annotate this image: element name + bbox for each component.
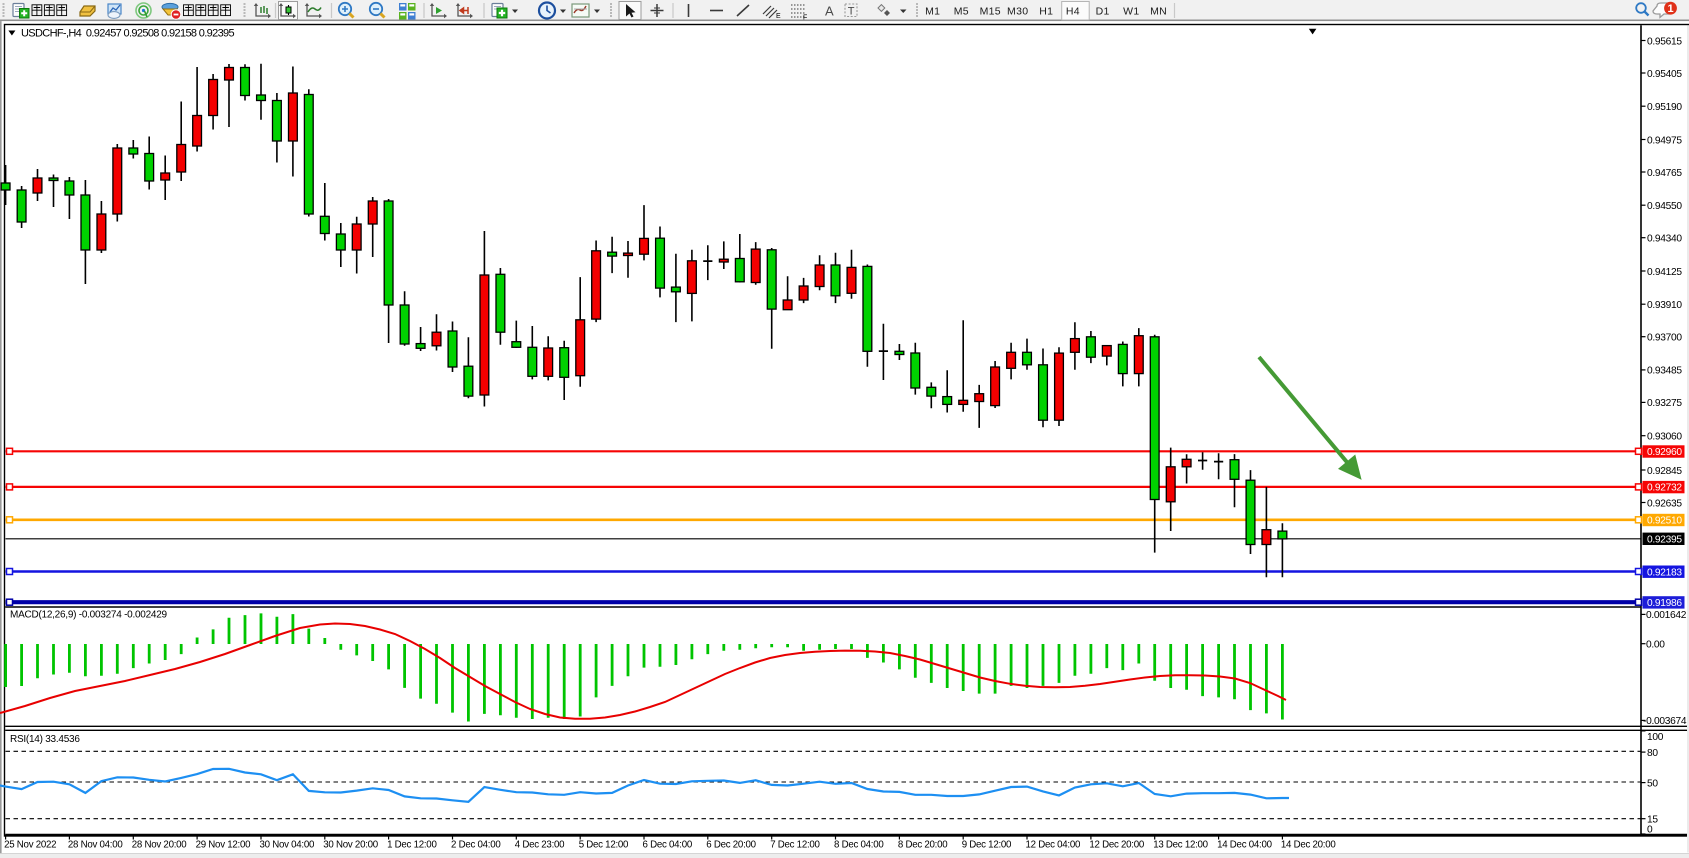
svg-text:A: A [825,4,834,19]
svg-text:12 Dec 04:00: 12 Dec 04:00 [1026,840,1081,851]
svg-text:0.92395: 0.92395 [1647,535,1682,546]
svg-text:H1: H1 [1039,6,1053,18]
svg-text:12 Dec 20:00: 12 Dec 20:00 [1089,840,1144,851]
svg-text:M30: M30 [1007,6,1028,18]
svg-text:0.93910: 0.93910 [1647,300,1682,311]
svg-text:0.001642: 0.001642 [1646,610,1687,621]
svg-text:6 Dec 20:00: 6 Dec 20:00 [706,840,756,851]
svg-text:0.92510: 0.92510 [1647,516,1682,527]
svg-text:MACD(12,26,9) -0.003274 -0.002: MACD(12,26,9) -0.003274 -0.002429 [10,610,168,621]
svg-text:0.92960: 0.92960 [1647,447,1682,458]
svg-text:80: 80 [1647,748,1658,759]
svg-text:28 Nov 20:00: 28 Nov 20:00 [132,840,187,851]
svg-text:M5: M5 [954,6,969,18]
svg-text:H4: H4 [1066,6,1080,18]
svg-text:14 Dec 20:00: 14 Dec 20:00 [1281,840,1336,851]
svg-text:0.95405: 0.95405 [1647,69,1682,80]
svg-text:D1: D1 [1096,6,1110,18]
svg-text:2 Dec 04:00: 2 Dec 04:00 [451,840,501,851]
svg-text:7 Dec 12:00: 7 Dec 12:00 [770,840,820,851]
svg-text:0.93060: 0.93060 [1647,432,1682,443]
svg-text:MN: MN [1150,6,1167,18]
svg-text:W1: W1 [1123,6,1139,18]
svg-text:USDCHF-,H4 0.92457 0.92508 0.: USDCHF-,H4 0.92457 0.92508 0.92158 0.923… [21,28,235,40]
svg-text:0.94340: 0.94340 [1647,234,1682,245]
svg-text:0.92845: 0.92845 [1647,466,1682,477]
svg-text:6 Dec 04:00: 6 Dec 04:00 [643,840,693,851]
svg-text:0.93485: 0.93485 [1647,366,1682,377]
svg-text:-0.003674: -0.003674 [1643,716,1687,727]
svg-text:0.92635: 0.92635 [1647,498,1682,509]
svg-text:30 Nov 20:00: 30 Nov 20:00 [323,840,378,851]
svg-text:100: 100 [1647,732,1664,743]
svg-text:0.94765: 0.94765 [1647,168,1682,179]
svg-text:1 Dec 12:00: 1 Dec 12:00 [387,840,437,851]
svg-text:0.94550: 0.94550 [1647,201,1682,212]
svg-text:15: 15 [1647,815,1658,826]
svg-text:E: E [776,13,781,20]
svg-text:0.95615: 0.95615 [1647,36,1682,47]
svg-text:0.93700: 0.93700 [1647,333,1682,344]
svg-text:M15: M15 [980,6,1001,18]
svg-text:8 Dec 04:00: 8 Dec 04:00 [834,840,884,851]
svg-text:14 Dec 04:00: 14 Dec 04:00 [1217,840,1272,851]
svg-text:0.00: 0.00 [1646,640,1665,651]
svg-text:8 Dec 20:00: 8 Dec 20:00 [898,840,948,851]
svg-text:0.95190: 0.95190 [1647,102,1682,113]
svg-text:F: F [803,15,807,22]
svg-text:0.91986: 0.91986 [1647,598,1682,609]
svg-text:0.94975: 0.94975 [1647,135,1682,146]
svg-text:T: T [848,6,855,18]
svg-text:13 Dec 12:00: 13 Dec 12:00 [1153,840,1208,851]
svg-text:0.92183: 0.92183 [1647,567,1682,578]
svg-text:0: 0 [1647,824,1653,835]
svg-text:0.92732: 0.92732 [1647,483,1682,494]
svg-text:25 Nov 2022: 25 Nov 2022 [4,840,56,851]
svg-text:RSI(14) 33.4536: RSI(14) 33.4536 [10,734,80,745]
svg-text:29 Nov 12:00: 29 Nov 12:00 [196,840,251,851]
svg-text:5 Dec 12:00: 5 Dec 12:00 [579,840,629,851]
svg-text:0.94125: 0.94125 [1647,267,1682,278]
svg-text:1: 1 [1667,3,1673,15]
svg-text:M1: M1 [925,6,940,18]
svg-text:50: 50 [1647,778,1658,789]
svg-text:0.93275: 0.93275 [1647,398,1682,409]
svg-text:9 Dec 12:00: 9 Dec 12:00 [962,840,1012,851]
svg-text:4 Dec 23:00: 4 Dec 23:00 [515,840,565,851]
svg-text:28 Nov 04:00: 28 Nov 04:00 [68,840,123,851]
svg-text:30 Nov 04:00: 30 Nov 04:00 [260,840,315,851]
